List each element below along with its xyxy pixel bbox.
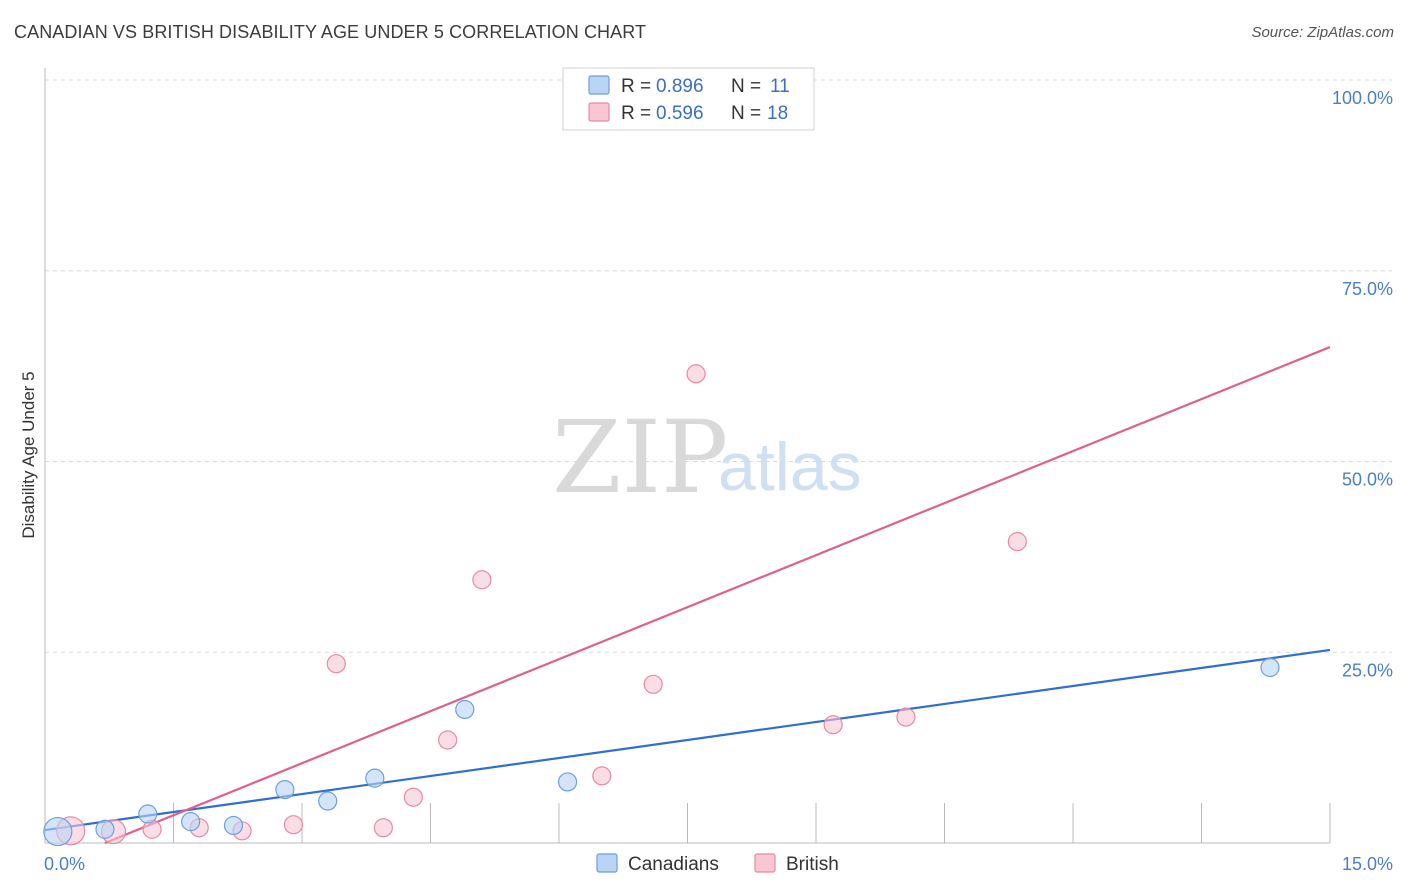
data-point-canadians xyxy=(138,804,158,824)
legend-canadians-n-label: N = xyxy=(731,76,761,97)
x-tick-label-min: 0.0% xyxy=(44,854,85,874)
data-point-british xyxy=(1007,532,1027,552)
tick-labels: 25.0% 50.0% 75.0% 100.0% 0.0% 15.0% xyxy=(44,88,1393,874)
data-point-canadians xyxy=(455,699,475,720)
bottom-legend-british-label: British xyxy=(786,854,839,875)
watermark: ZIP atlas xyxy=(552,399,862,516)
trend-line-british xyxy=(104,346,1331,845)
legend-canadians-r-value: 0.896 xyxy=(656,76,704,97)
legend-british-n-value: 18 xyxy=(767,103,788,124)
data-point-british xyxy=(472,570,492,590)
data-point-british xyxy=(438,730,458,750)
trend-line-canadians xyxy=(44,648,1331,832)
legend-canadians-r-label: R = xyxy=(621,76,651,97)
legend-canadians-swatch xyxy=(588,75,610,95)
data-point-british xyxy=(326,654,346,674)
legend-canadians-n-value: 11 xyxy=(770,76,790,97)
bottom-legend-canadians-swatch xyxy=(596,853,618,873)
data-point-canadians xyxy=(1260,657,1280,678)
data-point-british xyxy=(823,715,843,735)
data-point-canadians xyxy=(318,791,338,811)
legend-british-r-label: R = xyxy=(621,103,651,124)
y-tick-label: 50.0% xyxy=(1342,470,1393,490)
data-point-canadians xyxy=(557,772,578,792)
legend-british-swatch xyxy=(588,102,610,122)
data-point-british xyxy=(403,787,423,807)
watermark-atlas: atlas xyxy=(718,429,862,505)
data-point-canadians xyxy=(223,815,244,836)
chart-title: CANADIAN VS BRITISH DISABILITY AGE UNDER… xyxy=(14,22,647,42)
data-point-british xyxy=(686,364,706,384)
chart-source: Source: ZipAtlas.com xyxy=(1251,24,1394,41)
legend-british-r-value: 0.596 xyxy=(656,103,704,124)
legend-british-n-label: N = xyxy=(731,103,761,124)
y-axis-title: Disability Age Under 5 xyxy=(19,371,38,538)
data-point-canadians xyxy=(95,819,115,839)
data-point-canadians xyxy=(181,812,201,832)
trend-lines xyxy=(44,346,1331,845)
bottom-legend-british-swatch xyxy=(754,853,776,873)
watermark-zip: ZIP xyxy=(552,399,728,516)
data-point-canadians xyxy=(43,816,73,847)
data-point-canadians xyxy=(365,768,385,788)
data-point-british xyxy=(283,815,304,835)
axes xyxy=(44,68,1331,844)
x-tick-label-max: 15.0% xyxy=(1342,854,1393,874)
correlation-legend: R = 0.896 N = 11 R = 0.596 N = 18 xyxy=(562,67,815,131)
y-tick-label: 75.0% xyxy=(1342,279,1393,299)
data-point-british xyxy=(643,674,663,694)
data-point-british xyxy=(896,707,916,727)
bottom-legend-canadians-label: Canadians xyxy=(628,854,719,875)
y-tick-label: 100.0% xyxy=(1332,88,1393,108)
data-point-british xyxy=(592,766,612,786)
y-tick-label: 25.0% xyxy=(1342,660,1393,680)
series-legend: Canadians British xyxy=(596,853,839,875)
data-point-canadians xyxy=(275,779,295,800)
data-point-british xyxy=(373,818,393,838)
grid-lines xyxy=(45,79,1392,653)
